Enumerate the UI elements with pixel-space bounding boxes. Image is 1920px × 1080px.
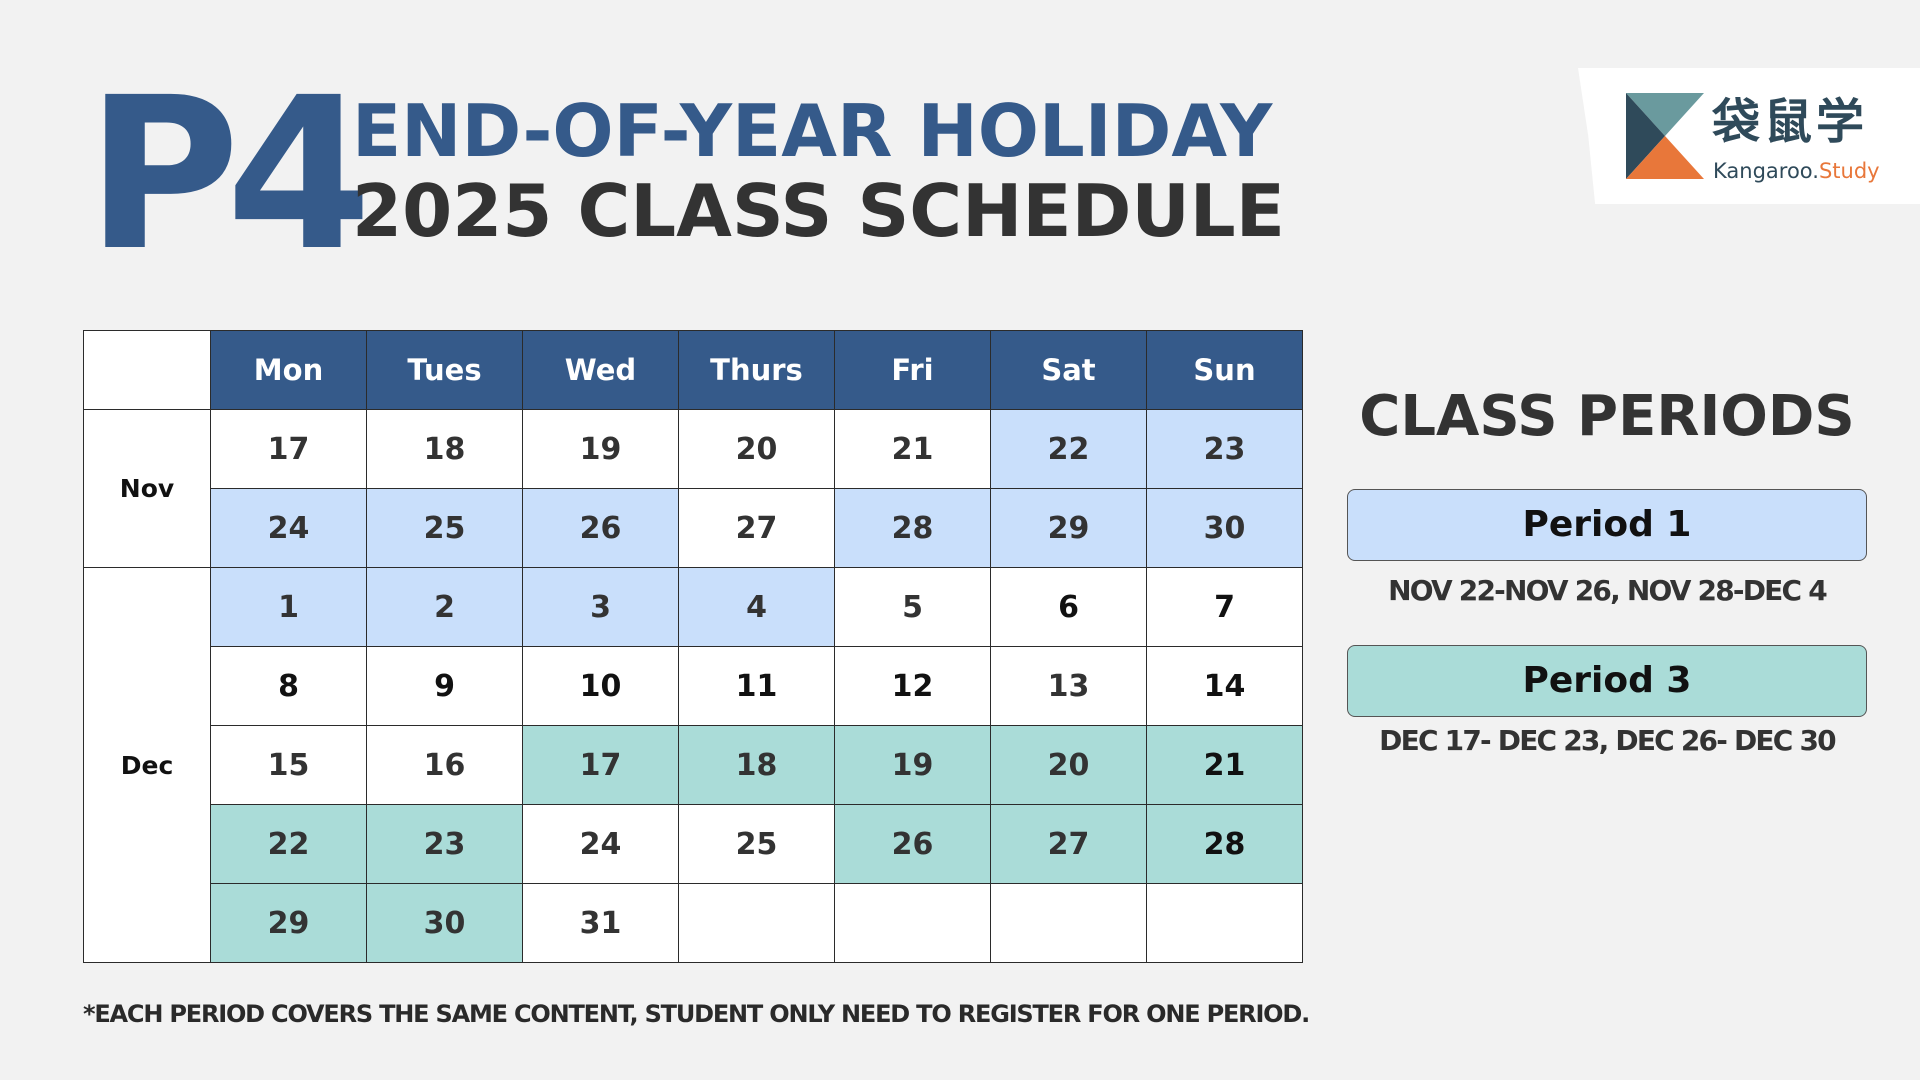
date-cell: 21: [834, 409, 991, 489]
date-cell: 12: [834, 646, 991, 726]
date-cell: 28: [1146, 804, 1303, 884]
day-header-tues: Tues: [366, 330, 523, 410]
title-line-1: END-OF-YEAR HOLIDAY: [352, 89, 1273, 173]
date-cell: 1: [210, 567, 367, 647]
calendar-week-row: 29 30 31: [84, 883, 1303, 963]
date-cell: 11: [678, 646, 835, 726]
date-cell: 17: [522, 725, 679, 805]
date-cell: 30: [366, 883, 523, 963]
day-header-wed: Wed: [522, 330, 679, 410]
date-cell: 19: [522, 409, 679, 489]
calendar-week-row: 22 23 24 25 26 27 28: [84, 804, 1303, 884]
date-cell: 27: [990, 804, 1147, 884]
empty-date-cell: [834, 883, 991, 963]
logo-chinese-name: 袋鼠学: [1712, 94, 1869, 150]
date-cell: 26: [522, 488, 679, 568]
date-cell: 4: [678, 567, 835, 647]
date-cell: 14: [1146, 646, 1303, 726]
date-cell: 8: [210, 646, 367, 726]
date-cell: 29: [990, 488, 1147, 568]
date-cell: 31: [522, 883, 679, 963]
month-label-nov: Nov: [83, 409, 211, 568]
empty-date-cell: [678, 883, 835, 963]
calendar-body: Nov 17 18 19 20 21 22 23 24 25 26 27 28 29 30 Dec 1 2 3 4 5 6…: [83, 409, 1303, 963]
logo-english-main: Kangaroo.: [1713, 159, 1819, 183]
logo-english-suffix: Study: [1818, 159, 1880, 183]
grade-badge: P4: [86, 52, 372, 297]
date-cell: 15: [210, 725, 367, 805]
date-cell: 25: [678, 804, 835, 884]
date-cell: 2: [366, 567, 523, 647]
period-1-dates: NOV 22-NOV 26, NOV 28-DEC 4: [1388, 574, 1828, 607]
date-cell: 23: [366, 804, 523, 884]
day-header-sat: Sat: [990, 330, 1147, 410]
date-cell: 5: [834, 567, 991, 647]
date-cell: 30: [1146, 488, 1303, 568]
date-cell: 10: [522, 646, 679, 726]
empty-date-cell: [1146, 883, 1303, 963]
title-line-2: 2025 CLASS SCHEDULE: [352, 169, 1285, 253]
date-cell: 3: [522, 567, 679, 647]
empty-date-cell: [990, 883, 1147, 963]
date-cell: 22: [210, 804, 367, 884]
date-cell: 25: [366, 488, 523, 568]
calendar-corner-cell: [83, 330, 211, 410]
date-cell: 9: [366, 646, 523, 726]
day-header-thurs: Thurs: [678, 330, 835, 410]
month-label-dec: Dec: [83, 567, 211, 963]
day-header-fri: Fri: [834, 330, 991, 410]
date-cell: 21: [1146, 725, 1303, 805]
date-cell: 20: [990, 725, 1147, 805]
footnote: *EACH PERIOD COVERS THE SAME CONTENT, ST…: [83, 1000, 1310, 1028]
kangaroo-logo-icon: [1626, 93, 1704, 179]
calendar-week-row: Dec 1 2 3 4 5 6 7: [83, 567, 1303, 963]
class-periods-title: CLASS PERIODS: [1359, 384, 1855, 449]
period-3-dates: DEC 17- DEC 23, DEC 26- DEC 30: [1379, 724, 1836, 757]
schedule-calendar: Mon Tues Wed Thurs Fri Sat Sun Nov 17 18 19…: [83, 330, 1303, 963]
date-cell: 13: [990, 646, 1147, 726]
date-cell: 18: [678, 725, 835, 805]
day-header-sun: Sun: [1146, 330, 1303, 410]
period-3-label: Period 3: [1347, 645, 1867, 717]
date-cell: 29: [210, 883, 367, 963]
period-1-label: Period 1: [1347, 489, 1867, 561]
date-cell: 19: [834, 725, 991, 805]
date-cell: 24: [522, 804, 679, 884]
date-cell: 26: [834, 804, 991, 884]
calendar-week-row: 8 9 10 11 12 13 14: [84, 646, 1303, 726]
calendar-header-row: Mon Tues Wed Thurs Fri Sat Sun: [83, 330, 1303, 410]
date-cell: 16: [366, 725, 523, 805]
calendar-week-row: Nov 17 18 19 20 21 22 23: [83, 409, 1303, 568]
date-cell: 27: [678, 488, 835, 568]
date-cell: 7: [1146, 567, 1303, 647]
date-cell: 17: [210, 409, 367, 489]
date-cell: 28: [834, 488, 991, 568]
calendar-week-row: 24 25 26 27 28 29 30: [84, 488, 1303, 568]
date-cell: 24: [210, 488, 367, 568]
date-cell: 6: [990, 567, 1147, 647]
date-cell: 23: [1146, 409, 1303, 489]
logo-english-name: Kangaroo.Study: [1713, 158, 1880, 184]
date-cell: 18: [366, 409, 523, 489]
calendar-week-row: 15 16 17 18 19 20 21: [84, 725, 1303, 805]
date-cell: 20: [678, 409, 835, 489]
day-header-mon: Mon: [210, 330, 367, 410]
date-cell: 22: [990, 409, 1147, 489]
